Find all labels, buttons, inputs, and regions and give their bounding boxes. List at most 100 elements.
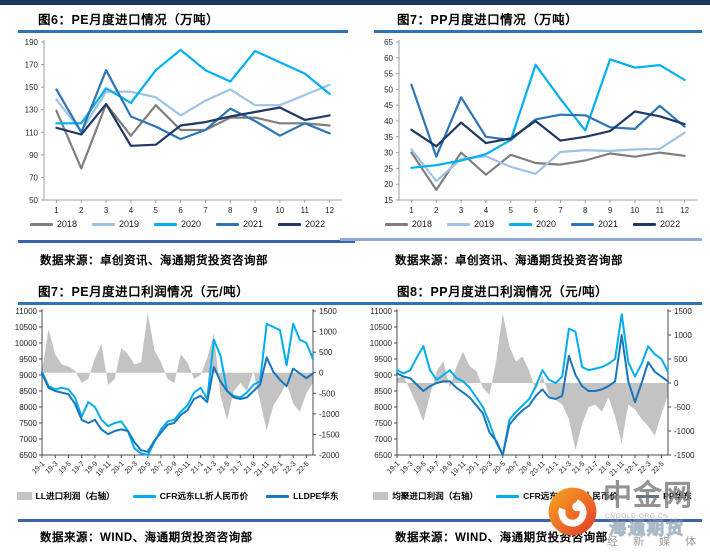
legend-swatch: [16, 492, 32, 500]
svg-text:70: 70: [29, 173, 38, 182]
svg-text:55: 55: [384, 70, 393, 79]
legend-label: 2022: [305, 219, 326, 229]
legend-item: PP华东: [636, 490, 692, 502]
legend-label: 2020: [535, 219, 557, 229]
svg-text:5: 5: [509, 206, 514, 215]
svg-text:2: 2: [434, 206, 439, 215]
legend-swatch: [496, 494, 520, 498]
svg-text:-500: -500: [674, 403, 691, 412]
svg-text:7: 7: [558, 206, 563, 215]
chart-title-pp-imports: 图7：PP月度进口情况（万吨）: [397, 13, 579, 27]
pe-monthly-imports-chart: 50 70 90 110 130 150 170 190 1 2 3 4 5 6 7 8 9 10 11 12: [0, 36, 355, 223]
svg-text:500: 500: [674, 355, 688, 364]
svg-text:12: 12: [325, 206, 334, 215]
legend-swatch: [132, 494, 156, 498]
legend-item: LL进口利润（右轴）: [16, 490, 115, 502]
svg-text:15: 15: [384, 196, 393, 205]
watermark-tagline: 经 新 媒 体: [607, 536, 703, 548]
svg-text:1500: 1500: [319, 307, 337, 316]
watermark-overlay: 海通期货: [609, 519, 685, 539]
svg-text:9: 9: [253, 206, 258, 215]
legend-item: CFR远东均聚折人民币价: [496, 490, 618, 502]
legend-label: CFR远东LL折人民币价: [159, 491, 249, 501]
svg-text:10000: 10000: [15, 339, 38, 348]
legend-label: PP华东: [663, 491, 692, 501]
source-caption-pe-profit: 数据来源：WIND、海通期货投资咨询部: [40, 532, 253, 544]
svg-text:-1500: -1500: [674, 451, 695, 460]
svg-text:0: 0: [674, 379, 679, 388]
svg-text:1500: 1500: [674, 307, 692, 316]
legend-swatch: [508, 222, 532, 226]
svg-text:30: 30: [384, 149, 393, 158]
title-underline: [374, 30, 702, 33]
legend-swatch: [29, 222, 53, 226]
legend-label: 2021: [598, 219, 619, 229]
svg-text:20: 20: [384, 180, 393, 189]
svg-text:4: 4: [484, 206, 489, 215]
svg-text:10500: 10500: [370, 323, 393, 332]
svg-text:7: 7: [203, 206, 208, 215]
legend-label: 2018: [56, 219, 77, 229]
pe-profit-legend: LL进口利润（右轴） CFR远东LL折人民币价 LLDPE华东: [0, 490, 355, 502]
legend-item: 2021: [571, 219, 618, 229]
legend-item: 2022: [633, 219, 680, 229]
chart-title-pe-profit: 图7：PE月度进口利润情况（元/吨）: [38, 285, 250, 299]
legend-swatch: [216, 222, 240, 226]
legend-swatch: [373, 492, 389, 500]
svg-text:6500: 6500: [19, 451, 37, 460]
svg-text:7000: 7000: [19, 435, 37, 444]
svg-text:7500: 7500: [19, 419, 37, 428]
svg-text:9500: 9500: [19, 355, 37, 364]
svg-text:10: 10: [630, 206, 639, 215]
legend-swatch: [636, 494, 660, 498]
svg-text:110: 110: [25, 128, 38, 137]
svg-text:500: 500: [319, 348, 333, 357]
svg-text:22-5: 22-5: [649, 459, 666, 476]
title-underline: [18, 302, 702, 305]
legend-item: LLDPE华东: [266, 490, 338, 502]
svg-text:1: 1: [409, 206, 414, 215]
legend-item: 2018: [29, 219, 77, 229]
pe-imports-legend: 2018 2019 2020 2021 2022: [0, 219, 355, 229]
svg-text:8500: 8500: [19, 387, 37, 396]
svg-text:8500: 8500: [374, 387, 392, 396]
pp-import-profit-chart: 6500 7000 7500 8000 8500 9000 9500 10000 10500 11…: [355, 306, 710, 489]
svg-text:2: 2: [79, 206, 84, 215]
pp-profit-legend: 均聚进口利润（右轴） CFR远东均聚折人民币价 PP华东: [355, 490, 710, 502]
svg-text:-1500: -1500: [319, 430, 340, 439]
svg-text:0: 0: [319, 369, 324, 378]
svg-text:50: 50: [384, 85, 393, 94]
svg-text:50: 50: [29, 196, 38, 205]
svg-text:35: 35: [384, 133, 393, 142]
svg-text:6: 6: [178, 206, 183, 215]
svg-text:40: 40: [384, 117, 393, 126]
svg-text:-500: -500: [319, 389, 336, 398]
legend-label: LLDPE华东: [293, 491, 339, 501]
legend-swatch: [266, 494, 290, 498]
svg-text:6500: 6500: [374, 451, 392, 460]
divider: [18, 240, 355, 243]
svg-text:5: 5: [154, 206, 159, 215]
svg-text:9000: 9000: [19, 371, 37, 380]
legend-item: 2018: [384, 219, 432, 229]
legend-swatch: [153, 222, 177, 226]
svg-text:3: 3: [104, 206, 109, 215]
svg-text:7500: 7500: [374, 419, 392, 428]
legend-item: 2020: [153, 219, 201, 229]
svg-text:11: 11: [656, 206, 665, 215]
svg-text:8000: 8000: [19, 403, 37, 412]
svg-text:150: 150: [25, 83, 39, 92]
legend-label: 2019: [473, 219, 494, 229]
svg-text:60: 60: [384, 54, 393, 63]
svg-text:6: 6: [533, 206, 538, 215]
svg-text:8000: 8000: [374, 403, 392, 412]
svg-text:12: 12: [680, 206, 689, 215]
svg-text:1000: 1000: [319, 328, 337, 337]
svg-text:130: 130: [25, 106, 39, 115]
legend-item: 均聚进口利润（右轴）: [373, 490, 478, 502]
svg-text:-2000: -2000: [319, 451, 340, 460]
legend-label: CFR远东均聚折人民币价: [523, 491, 619, 501]
legend-item: 2020: [508, 219, 557, 229]
chart-title-pp-profit: 图8：PP月度进口利润情况（元/吨）: [397, 285, 609, 299]
